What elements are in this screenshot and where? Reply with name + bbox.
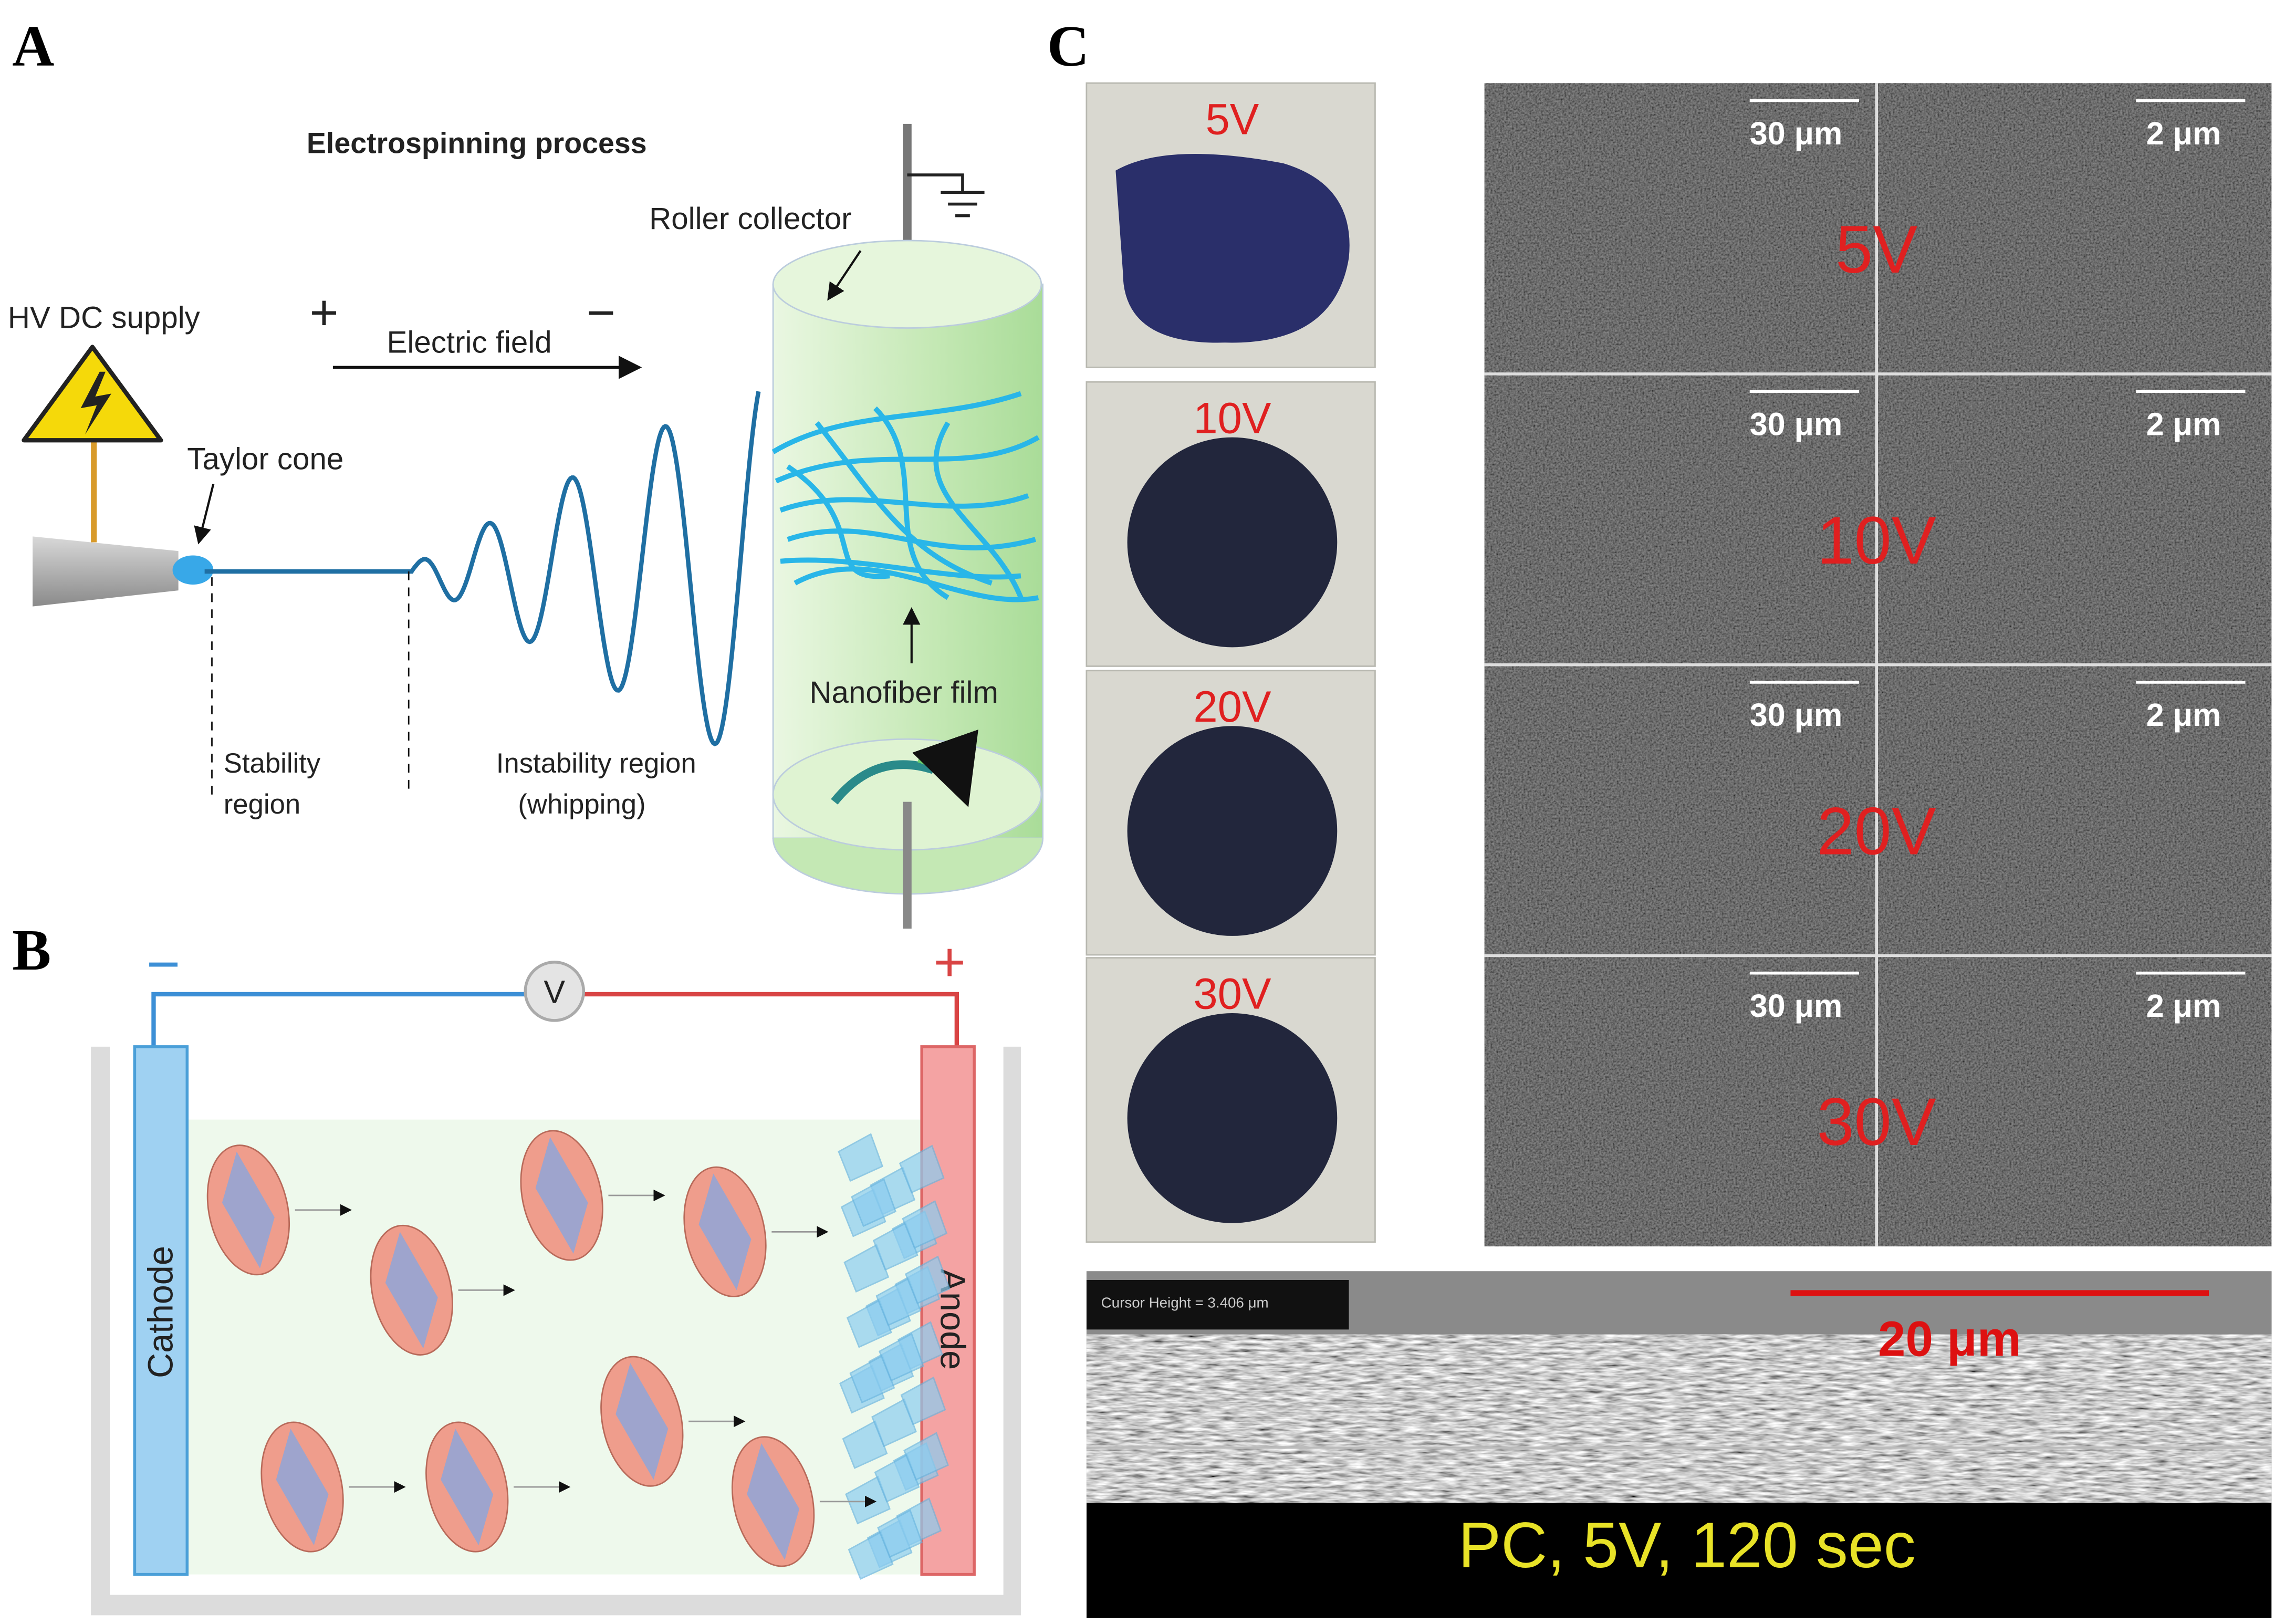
warning-sign [22, 345, 163, 543]
nanofibers [771, 391, 1040, 602]
deposit-flake [878, 1332, 924, 1382]
nanofiber-film-label: Nanofiber film [809, 675, 998, 710]
sem-overlays: 30 μm 2 μm 5V 30 μm 2 μm 10V 30 μm 2 μm 20V 30 μm… [1484, 83, 2272, 1247]
sample [1127, 726, 1338, 936]
pointer [194, 483, 215, 545]
plus-sign: + [309, 285, 338, 340]
instability-label: (whipping) [518, 789, 645, 820]
voltmeter-label: V [544, 974, 565, 1010]
panel-label: B [12, 918, 51, 983]
deposit [838, 1133, 951, 1580]
deposit-flake [902, 1200, 948, 1249]
scale-label: 30 μm [1750, 116, 1843, 151]
minus-sign: − [147, 931, 181, 997]
deposit-flake [838, 1133, 884, 1182]
needle [33, 536, 179, 607]
scale-label: 2 μm [2146, 407, 2221, 442]
stability-label: region [224, 789, 301, 820]
photo-label: 10V [1193, 393, 1271, 442]
instability-label: Instability region [496, 748, 696, 779]
voltage-label: 10V [1817, 503, 1936, 578]
scale-label: 30 μm [1750, 407, 1843, 442]
voltage-label: 20V [1817, 794, 1936, 869]
scale-label: 2 μm [2146, 697, 2221, 733]
deposit-flake [848, 1531, 894, 1580]
roller [772, 240, 1043, 929]
scale-label: 30 μm [1750, 988, 1843, 1024]
deposit-flake [899, 1144, 945, 1194]
deposit-flake [904, 1255, 951, 1305]
taylor-cone [172, 555, 214, 585]
roller-collector-label: Roller collector [649, 202, 851, 236]
deposit-flake [842, 1420, 888, 1469]
deposit-flake [851, 1178, 896, 1227]
deposit-flake [877, 1509, 923, 1558]
photo-label: 20V [1193, 682, 1271, 731]
cathode [133, 1045, 189, 1576]
panel-label: C [1047, 14, 1089, 79]
flake [276, 1429, 329, 1546]
plus-sign: + [933, 932, 966, 993]
wire [151, 992, 526, 1053]
flake [441, 1429, 494, 1546]
title: Electrospinning process [307, 127, 647, 159]
photo-label: 5V [1205, 95, 1259, 143]
jet [204, 391, 761, 747]
flake [698, 1173, 752, 1290]
scale-label: 2 μm [2146, 116, 2221, 151]
panel-a: A Electrospinning process Roller collect… [8, 14, 1043, 929]
panel-label: A [12, 14, 54, 79]
cross-section [1086, 1271, 2272, 1618]
deposit-flake [900, 1376, 946, 1425]
photo-label: 30V [1193, 970, 1271, 1018]
flake [747, 1443, 800, 1560]
deposit-flake [875, 1277, 922, 1326]
scale-label: 30 μm [1750, 697, 1843, 733]
deposit-flake [874, 1454, 920, 1503]
deposit-flake [846, 1299, 892, 1348]
deposit-flake [849, 1355, 895, 1403]
flake [615, 1363, 669, 1480]
taylor-cone-label: Taylor cone [187, 442, 343, 476]
pointer [827, 250, 862, 301]
sample [1115, 154, 1350, 343]
sample [1127, 1013, 1338, 1223]
flake [535, 1137, 588, 1254]
electric-field-label: Electric field [387, 326, 552, 360]
caption: PC, 5V, 120 sec [1458, 1509, 1916, 1581]
deposit-flake [843, 1244, 890, 1293]
scale-label: 20 μm [1878, 1311, 2021, 1366]
deposit-flake [871, 1398, 917, 1448]
scale-label: 2 μm [2146, 988, 2221, 1024]
photos: 5V 10V 20V 30V [1086, 82, 1376, 1243]
sample [1127, 437, 1338, 648]
flake [222, 1151, 275, 1268]
voltmeter [524, 961, 586, 1022]
anode [920, 1045, 976, 1576]
minus-sign: − [587, 285, 615, 340]
stability-label: Stability [224, 748, 321, 779]
voltage-label: 5V [1835, 212, 1917, 287]
flake [385, 1232, 438, 1349]
wire [583, 992, 959, 1053]
hv-supply-label: HV DC supply [8, 301, 201, 335]
voltage-label: 30V [1817, 1085, 1936, 1160]
panel-b: B − + V Cathode Anode [12, 918, 1021, 1616]
cursor-height: Cursor Height = 3.406 μm [1101, 1295, 1269, 1311]
deposit-flake [903, 1432, 949, 1481]
particles [206, 1130, 877, 1567]
deposit-flake [872, 1222, 919, 1271]
cathode-label: Cathode [142, 1246, 181, 1378]
